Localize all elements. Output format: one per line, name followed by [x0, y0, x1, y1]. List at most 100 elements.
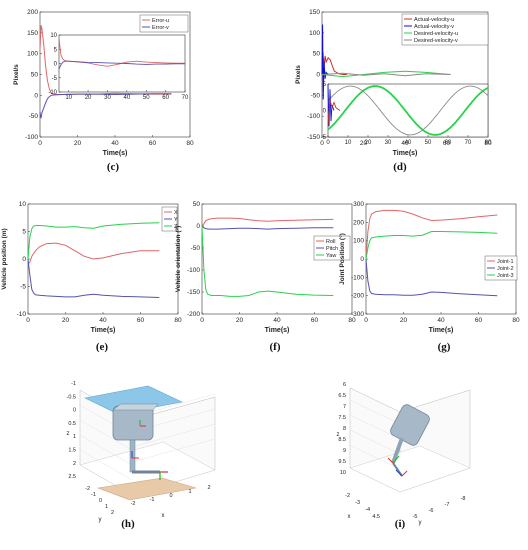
x-tick-label: 20	[400, 317, 408, 324]
z-tick-label: -0.5	[67, 394, 76, 400]
inset-x-tick-label: 20	[365, 140, 372, 146]
scene-grid-line	[349, 399, 401, 425]
series-line-pitch	[201, 225, 334, 230]
inset-x-tick-label: 30	[104, 95, 111, 101]
scene-grid-line	[79, 434, 133, 466]
scene-grid-line	[79, 419, 133, 451]
y-tick-label: -300	[351, 311, 364, 318]
y-tick-label: -5	[413, 514, 418, 520]
z-tick-label: 7	[343, 404, 346, 410]
x-tick-label: 20	[62, 317, 70, 324]
y-tick-label: 50	[31, 72, 39, 79]
y-tick-label: -7	[445, 502, 450, 508]
x-tick-label: 40	[111, 140, 119, 147]
x-tick-label: 80	[186, 140, 194, 147]
inset-x-tick-label: 0	[326, 140, 330, 146]
chart-c: 0 20 40 60 80-100-50050100150200Time(s)Pixel…	[13, 9, 194, 157]
scene-grid-line	[79, 449, 133, 481]
inset-x-tick-label: 50	[425, 140, 432, 146]
x-axis-label: Time(s)	[91, 327, 116, 334]
series-line-yaw	[201, 225, 334, 297]
y-tick-label: -150	[307, 134, 320, 141]
y-tick-label: -200	[351, 293, 364, 300]
x-tick-label: 20	[360, 140, 368, 147]
inset-x-tick-label: 60	[445, 140, 452, 146]
y-tick-label: 200	[353, 219, 364, 226]
scene-i: 6 6.5 7 7.5 8 8.5 9 9.5 10 z -2 -3 -44.5 x -5 -6 -7 -8 y	[337, 382, 471, 526]
x-tick-label: 40	[401, 140, 409, 147]
z-tick-label: 0.5	[68, 421, 76, 427]
z-axis-label: z	[67, 431, 70, 437]
inset-y-tick-label: 5	[54, 47, 58, 53]
y-tick-label: 0	[360, 256, 364, 263]
y-tick-label: 0	[22, 256, 26, 263]
y-tick-label: -200	[187, 311, 200, 318]
legend-label: Error-v	[152, 25, 169, 31]
x-tick-label: 40	[437, 317, 445, 324]
inset-series-line	[58, 60, 185, 70]
y-tick-label: -8	[461, 496, 466, 502]
x-tick-label: -3	[355, 500, 360, 506]
y-tick-label: 1	[105, 504, 108, 510]
x-tick-label: 1	[188, 489, 191, 495]
x-tick-label: -4	[365, 507, 370, 513]
y-tick-label: 50	[313, 51, 321, 58]
x-tick-label: 0	[169, 493, 172, 499]
x-tick-label: 60	[149, 140, 157, 147]
inset-y-tick-label: -10	[48, 90, 57, 96]
y-tick-label: 300	[353, 201, 364, 208]
y-tick-label: 100	[353, 238, 364, 245]
caption-label: (h)	[121, 518, 135, 530]
chart-d: 0 20 40 60 80-150-100-50050100150Time(s)Pixe…	[295, 9, 492, 157]
legend-label: Yaw	[326, 253, 336, 259]
x-tick-label: 80	[174, 317, 182, 324]
inset-x-tick-label: 40	[405, 140, 412, 146]
chart-e: 0 20 40 60 80 -10 -5 0 5 10 Time(s) Vehicle positio…	[1, 201, 182, 334]
x-tick-label: -2	[131, 501, 136, 507]
vehicle-body	[112, 405, 154, 441]
z-tick-label: 2.5	[68, 474, 76, 480]
x-tick-label: 60	[475, 317, 483, 324]
y-tick-label: 200	[27, 9, 38, 16]
legend-label: Actual-velocity-v	[414, 24, 454, 30]
y-tick-label: -6	[429, 508, 434, 514]
x-tick-label: 80	[512, 317, 520, 324]
caption-label: (f)	[270, 341, 281, 353]
y-axis-label: y	[419, 520, 422, 526]
y-axis-label: Joint Position (°)	[338, 233, 346, 285]
scene-grid-line	[349, 414, 401, 440]
y-tick-label: 100	[27, 51, 38, 58]
inset-y-tick-label: 0	[54, 62, 58, 68]
legend-box	[139, 14, 189, 33]
joint-x-axis	[387, 457, 394, 464]
x-tick-label: 40	[99, 317, 107, 324]
z-axis-label: z	[337, 432, 340, 438]
x-tick-label: 80	[484, 140, 492, 147]
y-tick-label: 0	[196, 223, 200, 230]
y-tick-label: 100	[309, 30, 320, 37]
x-tick-label: 0	[364, 317, 368, 324]
series-line-desired-velocity-v	[321, 72, 451, 77]
x-tick-label: 0	[26, 317, 30, 324]
legend-label: Roll	[326, 239, 335, 245]
series-line-desired-velocity-u	[321, 70, 451, 78]
y-tick-label: -5	[20, 284, 26, 291]
z-tick-label: 1.5	[68, 448, 76, 454]
series-line-z	[27, 222, 160, 260]
y-tick-label: 150	[27, 30, 38, 37]
vehicle-top	[112, 403, 159, 411]
inset-x-tick-label: 80	[485, 140, 492, 146]
scene-grid-line	[131, 423, 216, 448]
x-tick-label: 4.5	[372, 514, 380, 520]
caption-label: (d)	[393, 161, 407, 173]
y-tick-label: -2	[85, 486, 90, 492]
legend-label: Actual-velocity-u	[414, 17, 454, 23]
legend-label: Pitch	[326, 246, 338, 252]
scene-grid-line	[131, 438, 216, 463]
y-tick-label: 0	[34, 92, 38, 99]
z-tick-label: 8.5	[338, 437, 346, 443]
x-tick-label: 0	[38, 140, 42, 147]
